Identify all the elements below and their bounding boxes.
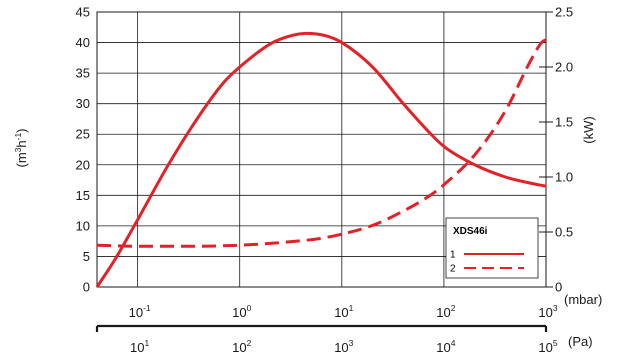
legend: XDS46i 1 2 xyxy=(445,217,539,279)
y-right-tick-label: 2.0 xyxy=(555,60,573,75)
y-left-tick-label: 45 xyxy=(76,5,90,20)
grid xyxy=(96,11,547,288)
x-tick-label-pa: 102 xyxy=(232,338,251,355)
x-tick-label-mbar: 100 xyxy=(232,303,251,320)
left-axis-ticks: 0 5 10 15 20 25 30 35 40 45 xyxy=(76,5,90,295)
y-left-tick-label: 40 xyxy=(76,35,90,50)
legend-title: XDS46i xyxy=(453,226,488,237)
y-left-tick-label: 30 xyxy=(76,96,90,111)
x-tick-label-pa: 101 xyxy=(130,338,149,355)
x-tick-label-mbar: 103 xyxy=(538,303,557,320)
y-right-tick-label: 1.0 xyxy=(555,170,573,185)
y-left-tick-label: 20 xyxy=(76,157,90,172)
x-axis-ticks-mbar: 10-1 100 101 102 103 xyxy=(129,303,558,320)
y-left-tick-label: 5 xyxy=(83,249,90,264)
x-axis-unit-pa: (Pa) xyxy=(568,334,593,349)
x-tick-label-mbar: 10-1 xyxy=(129,303,151,320)
y-left-tick-label: 35 xyxy=(76,66,90,81)
y-left-tick-label: 25 xyxy=(76,127,90,142)
x-tick-label-mbar: 102 xyxy=(436,303,455,320)
x-axis-unit-mbar: (mbar) xyxy=(564,292,602,307)
x-tick-label-pa: 104 xyxy=(436,338,455,355)
series-line-2 xyxy=(96,38,547,248)
y-right-tick-label: 0.5 xyxy=(555,225,573,240)
x-tick-label-pa: 103 xyxy=(334,338,353,355)
legend-item-label: 2 xyxy=(450,264,456,275)
y-axis-left-label: (m3h-1) xyxy=(13,128,29,167)
y-left-tick-label: 0 xyxy=(83,280,90,295)
y-axis-right-label: (kW) xyxy=(581,116,596,143)
x-tick-label-mbar: 101 xyxy=(334,303,353,320)
y-right-tick-label: 2.5 xyxy=(555,5,573,20)
series-line-1 xyxy=(95,31,547,288)
legend-item-label: 1 xyxy=(450,250,456,261)
y-left-tick-label: 10 xyxy=(76,218,90,233)
y-left-tick-label: 15 xyxy=(76,188,90,203)
y-right-tick-label: 1.5 xyxy=(555,115,573,130)
x-axis-ticks-pa: 101 102 103 104 105 xyxy=(95,324,558,355)
x-tick-label-pa: 105 xyxy=(538,338,557,355)
series-lines xyxy=(95,31,547,288)
right-axis-ticks: 0 0.5 1.0 1.5 2.0 2.5 xyxy=(539,5,573,295)
y-right-tick-label: 0 xyxy=(555,280,562,295)
